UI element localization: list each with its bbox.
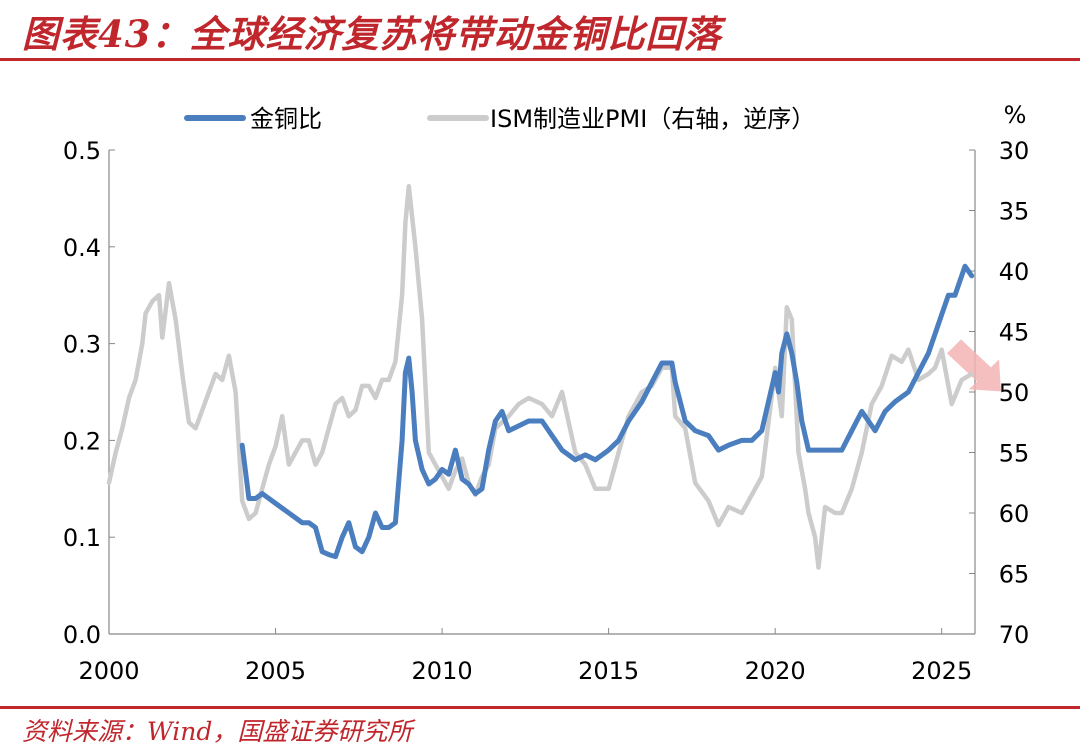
legend-label: ISM制造业PMI（右轴，逆序） — [490, 105, 815, 133]
y2-tick-label: 60 — [999, 500, 1030, 528]
y2-tick-label: 45 — [999, 319, 1030, 347]
y2-tick-label: 70 — [999, 621, 1030, 649]
y2-unit-label: % — [1004, 101, 1027, 129]
y2-tick-label: 40 — [999, 258, 1030, 286]
y2-tick-label: 30 — [999, 137, 1030, 165]
x-tick-label: 2000 — [78, 657, 139, 685]
title-divider — [0, 58, 1080, 61]
x-tick-label: 2010 — [412, 657, 473, 685]
y-tick-label: 0.0 — [63, 621, 101, 649]
y-tick-label: 0.4 — [63, 234, 101, 262]
y2-tick-label: 55 — [999, 440, 1030, 468]
y-tick-label: 0.3 — [63, 331, 101, 359]
y-tick-label: 0.1 — [63, 524, 101, 552]
y2-tick-label: 65 — [999, 561, 1030, 589]
legend-label: 金铜比 — [250, 105, 322, 133]
x-tick-label: 2025 — [911, 657, 972, 685]
y2-tick-label: 50 — [999, 379, 1030, 407]
y2-tick-label: 35 — [999, 198, 1030, 226]
x-tick-label: 2015 — [578, 657, 639, 685]
page-title: 图表43：全球经济复苏将带动金铜比回落 — [22, 12, 722, 56]
series-line-pmi — [106, 184, 974, 570]
footer-divider — [0, 706, 1080, 709]
source-note: 资料来源：Wind，国盛证券研究所 — [22, 717, 413, 746]
x-tick-label: 2020 — [745, 657, 806, 685]
y-tick-label: 0.5 — [63, 137, 101, 165]
y-tick-label: 0.2 — [63, 427, 101, 455]
series-line-gold-copper — [239, 263, 975, 560]
trend-down-arrow-icon — [947, 339, 1001, 392]
x-tick-label: 2005 — [245, 657, 306, 685]
